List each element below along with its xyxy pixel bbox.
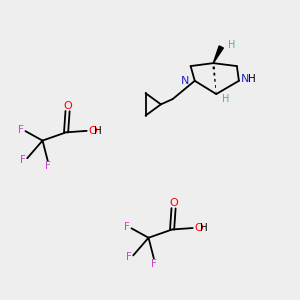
Text: O: O — [169, 198, 178, 208]
Text: O: O — [194, 223, 203, 233]
Text: O: O — [88, 126, 97, 136]
Text: F: F — [151, 259, 157, 269]
Text: H: H — [228, 40, 235, 50]
Text: H: H — [94, 126, 102, 136]
Text: H: H — [222, 94, 230, 104]
Text: F: F — [18, 125, 24, 135]
Polygon shape — [213, 46, 224, 63]
Text: F: F — [45, 161, 51, 172]
Text: N: N — [240, 74, 249, 84]
Text: H: H — [248, 74, 256, 84]
Text: F: F — [126, 252, 131, 262]
Text: N: N — [181, 76, 190, 86]
Text: H: H — [200, 223, 208, 233]
Text: F: F — [20, 155, 26, 165]
Text: F: F — [124, 222, 130, 232]
Text: O: O — [63, 101, 72, 111]
